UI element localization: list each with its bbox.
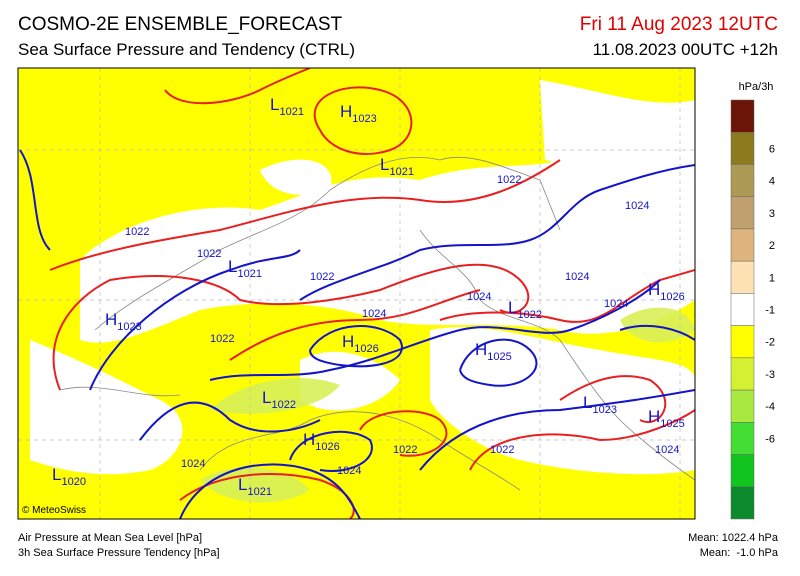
footer-right: Mean: -1.0 hPa — [700, 547, 779, 559]
isobar-label: 1022 — [197, 248, 221, 260]
isobar-label: 1024 — [604, 298, 628, 310]
footer-left: Air Pressure at Mean Sea Level [hPa] — [18, 532, 202, 544]
isobar-label: L1021 — [270, 95, 304, 118]
subtitle: Sea Surface Pressure and Tendency (CTRL) — [18, 40, 355, 59]
isobar-label: H1026 — [342, 332, 379, 355]
pressure-value: 1020 — [61, 476, 85, 488]
legend-tick-label: 2 — [769, 240, 775, 252]
legend-swatch — [730, 99, 755, 133]
isobar-label: 1024 — [625, 200, 649, 212]
legend-unit: hPa/3h — [739, 81, 774, 93]
pressure-center: H — [342, 332, 354, 351]
valid-time: Fri 11 Aug 2023 12UTC — [580, 14, 778, 35]
legend-tick-label: 1 — [769, 272, 775, 284]
legend-swatch — [730, 486, 755, 520]
legend-swatch — [730, 260, 755, 294]
pressure-center: H — [303, 430, 315, 449]
pressure-value: 1026 — [315, 441, 339, 453]
pressure-center: H — [340, 102, 352, 121]
map: © MeteoSwiss L1021 H1023L1021102210241022… — [17, 67, 696, 520]
legend-tick-label: -3 — [765, 369, 775, 381]
pressure-value: 1023 — [592, 404, 616, 416]
legend-swatch — [730, 293, 755, 326]
footer-left: 3h Sea Surface Pressure Tendency [hPa] — [18, 547, 220, 559]
isobar-label: 1022 — [393, 444, 417, 456]
isobar-label: 1024 — [362, 308, 386, 320]
isobar-label: L1022 — [508, 298, 542, 321]
legend: hPa/3h 6 4 3 2 1 -1 -2 -3 -4 -6 — [730, 81, 775, 520]
pressure-center: L — [228, 257, 237, 276]
pressure-value: 1021 — [237, 268, 261, 280]
footer-right: Mean: 1022.4 hPa — [688, 532, 779, 544]
pressure-value: 1021 — [389, 166, 413, 178]
pressure-value: 1025 — [660, 418, 684, 430]
pressure-value: 1026 — [354, 343, 378, 355]
legend-tick-label: 3 — [769, 208, 775, 220]
pressure-center: L — [583, 393, 592, 412]
legend-swatch — [730, 389, 755, 423]
isobar-label: H1025 — [475, 340, 512, 363]
legend-swatch — [730, 196, 755, 230]
legend-tick-label: 6 — [769, 143, 775, 155]
isobar-label: 1024 — [337, 465, 361, 477]
isobar-label: H1025 — [648, 407, 685, 430]
legend-swatch — [730, 325, 755, 359]
pressure-center: L — [380, 155, 389, 174]
legend-swatch — [730, 422, 755, 455]
isobar-label: L1023 — [583, 393, 617, 416]
legend-swatch — [730, 357, 755, 391]
isobar-label: 1022 — [490, 444, 514, 456]
legend-tick-label: -6 — [765, 433, 775, 445]
legend-swatch — [730, 164, 755, 197]
isobar-label: L1021 — [238, 475, 272, 498]
legend-swatch — [730, 228, 755, 262]
legend-tick-label: -1 — [765, 305, 775, 317]
isobar-label: H1023 — [105, 310, 142, 333]
isobar-label: 1024 — [565, 271, 589, 283]
legend-tick-label: 4 — [769, 176, 775, 188]
run-time: 11.08.2023 00UTC +12h — [593, 40, 778, 59]
isobar-label: 1024 — [655, 444, 679, 456]
pressure-center: H — [648, 280, 660, 299]
pressure-value: 1023 — [352, 113, 376, 125]
isobar-label: L1021 — [228, 257, 262, 280]
isobar-label: H1026 — [648, 280, 685, 303]
legend-swatch — [730, 131, 755, 165]
isobar-label: L1020 — [52, 465, 86, 488]
pressure-value: 1021 — [279, 106, 303, 118]
isobar-label: H1026 — [303, 430, 340, 453]
legend-tick-label: -4 — [765, 401, 775, 413]
isobar-label: L1022 — [262, 388, 296, 411]
pressure-center: L — [52, 465, 61, 484]
pressure-center: H — [648, 407, 660, 426]
pressure-center: L — [262, 388, 271, 407]
pressure-center: L — [270, 95, 279, 114]
title: COSMO-2E ENSEMBLE_FORECAST — [18, 14, 343, 35]
legend-swatch — [730, 454, 755, 488]
pressure-value: 1022 — [517, 309, 541, 321]
pressure-center: L — [508, 298, 517, 317]
pressure-center: L — [238, 475, 247, 494]
pressure-value: 1026 — [660, 291, 684, 303]
pressure-value: 1025 — [487, 351, 511, 363]
isobar-label: L1021 — [380, 155, 414, 178]
pressure-center: H — [475, 340, 487, 359]
legend-tick-label: -2 — [765, 337, 775, 349]
pressure-value: 1021 — [247, 486, 271, 498]
pressure-value: 1023 — [117, 321, 141, 333]
isobar-label: 1022 — [497, 174, 521, 186]
isobar-label: 1022 — [125, 226, 149, 238]
isobar-label: 1022 — [210, 333, 234, 345]
pressure-value: 1022 — [271, 399, 295, 411]
credit: © MeteoSwiss — [22, 505, 86, 516]
isobar-label: 1022 — [310, 271, 334, 283]
isobar-label: 1024 — [181, 458, 205, 470]
isobar-label: H1023 — [340, 102, 377, 125]
pressure-center: H — [105, 310, 117, 329]
isobar-label: 1024 — [467, 291, 491, 303]
